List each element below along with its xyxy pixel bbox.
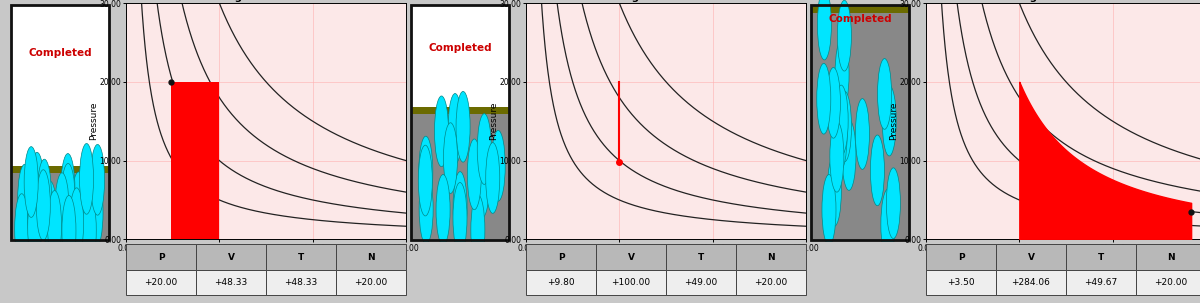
Ellipse shape <box>37 159 52 230</box>
Ellipse shape <box>25 186 40 257</box>
Ellipse shape <box>62 195 76 266</box>
Ellipse shape <box>454 172 467 242</box>
Bar <box>172 82 220 239</box>
Bar <box>412 5 509 111</box>
Ellipse shape <box>887 168 900 238</box>
Y-axis label: Pressure: Pressure <box>488 102 498 141</box>
Ellipse shape <box>419 174 433 244</box>
Ellipse shape <box>835 39 850 109</box>
Ellipse shape <box>827 156 841 226</box>
Ellipse shape <box>833 100 847 171</box>
Ellipse shape <box>830 122 844 192</box>
Text: Completed: Completed <box>28 48 92 58</box>
Ellipse shape <box>467 139 481 210</box>
Ellipse shape <box>470 195 485 265</box>
Ellipse shape <box>48 191 61 261</box>
Ellipse shape <box>70 188 84 258</box>
Ellipse shape <box>448 94 462 164</box>
X-axis label: Volume: Volume <box>1049 255 1082 264</box>
Ellipse shape <box>870 135 884 206</box>
X-axis label: Volume: Volume <box>250 255 283 264</box>
Bar <box>12 173 109 240</box>
Ellipse shape <box>72 172 85 243</box>
Ellipse shape <box>30 152 44 223</box>
Ellipse shape <box>28 192 42 263</box>
Ellipse shape <box>14 194 29 265</box>
Ellipse shape <box>28 180 42 251</box>
Ellipse shape <box>434 96 449 167</box>
Y-axis label: Pressure: Pressure <box>89 102 98 141</box>
Bar <box>12 166 109 173</box>
Ellipse shape <box>83 195 96 265</box>
Ellipse shape <box>444 123 457 194</box>
Ellipse shape <box>419 136 433 207</box>
Ellipse shape <box>838 0 851 71</box>
Title: PV Diagram for Adiabatic: PV Diagram for Adiabatic <box>991 0 1141 2</box>
Ellipse shape <box>877 58 892 129</box>
Bar <box>12 5 109 169</box>
Ellipse shape <box>842 120 856 190</box>
Ellipse shape <box>834 85 848 156</box>
Ellipse shape <box>838 91 852 162</box>
Ellipse shape <box>478 114 491 185</box>
Title: PV Diagram for Isochoric: PV Diagram for Isochoric <box>593 0 739 2</box>
Ellipse shape <box>18 164 31 235</box>
Bar <box>811 5 908 13</box>
Ellipse shape <box>419 145 432 216</box>
Y-axis label: Pressure: Pressure <box>889 102 898 141</box>
Ellipse shape <box>486 143 499 213</box>
Ellipse shape <box>25 169 40 239</box>
Ellipse shape <box>79 144 94 214</box>
Ellipse shape <box>61 164 76 234</box>
Ellipse shape <box>43 181 56 252</box>
Ellipse shape <box>24 147 38 217</box>
Ellipse shape <box>817 63 830 134</box>
Title: PV Diagram for Isobaric: PV Diagram for Isobaric <box>196 0 336 2</box>
X-axis label: Volume: Volume <box>649 255 683 264</box>
Ellipse shape <box>89 177 103 248</box>
Ellipse shape <box>827 68 840 138</box>
Ellipse shape <box>882 85 896 156</box>
Ellipse shape <box>475 147 490 218</box>
Ellipse shape <box>90 145 104 215</box>
Ellipse shape <box>822 175 836 245</box>
Ellipse shape <box>55 173 68 244</box>
Ellipse shape <box>452 182 467 253</box>
Ellipse shape <box>61 154 74 224</box>
Ellipse shape <box>36 170 50 241</box>
Ellipse shape <box>881 189 895 260</box>
Ellipse shape <box>817 0 832 60</box>
Bar <box>412 107 509 114</box>
Bar <box>412 114 509 240</box>
Text: Completed: Completed <box>828 14 892 25</box>
Ellipse shape <box>491 130 505 201</box>
Ellipse shape <box>436 175 450 245</box>
Ellipse shape <box>856 99 870 169</box>
Ellipse shape <box>456 92 470 162</box>
Text: Completed: Completed <box>428 43 492 54</box>
